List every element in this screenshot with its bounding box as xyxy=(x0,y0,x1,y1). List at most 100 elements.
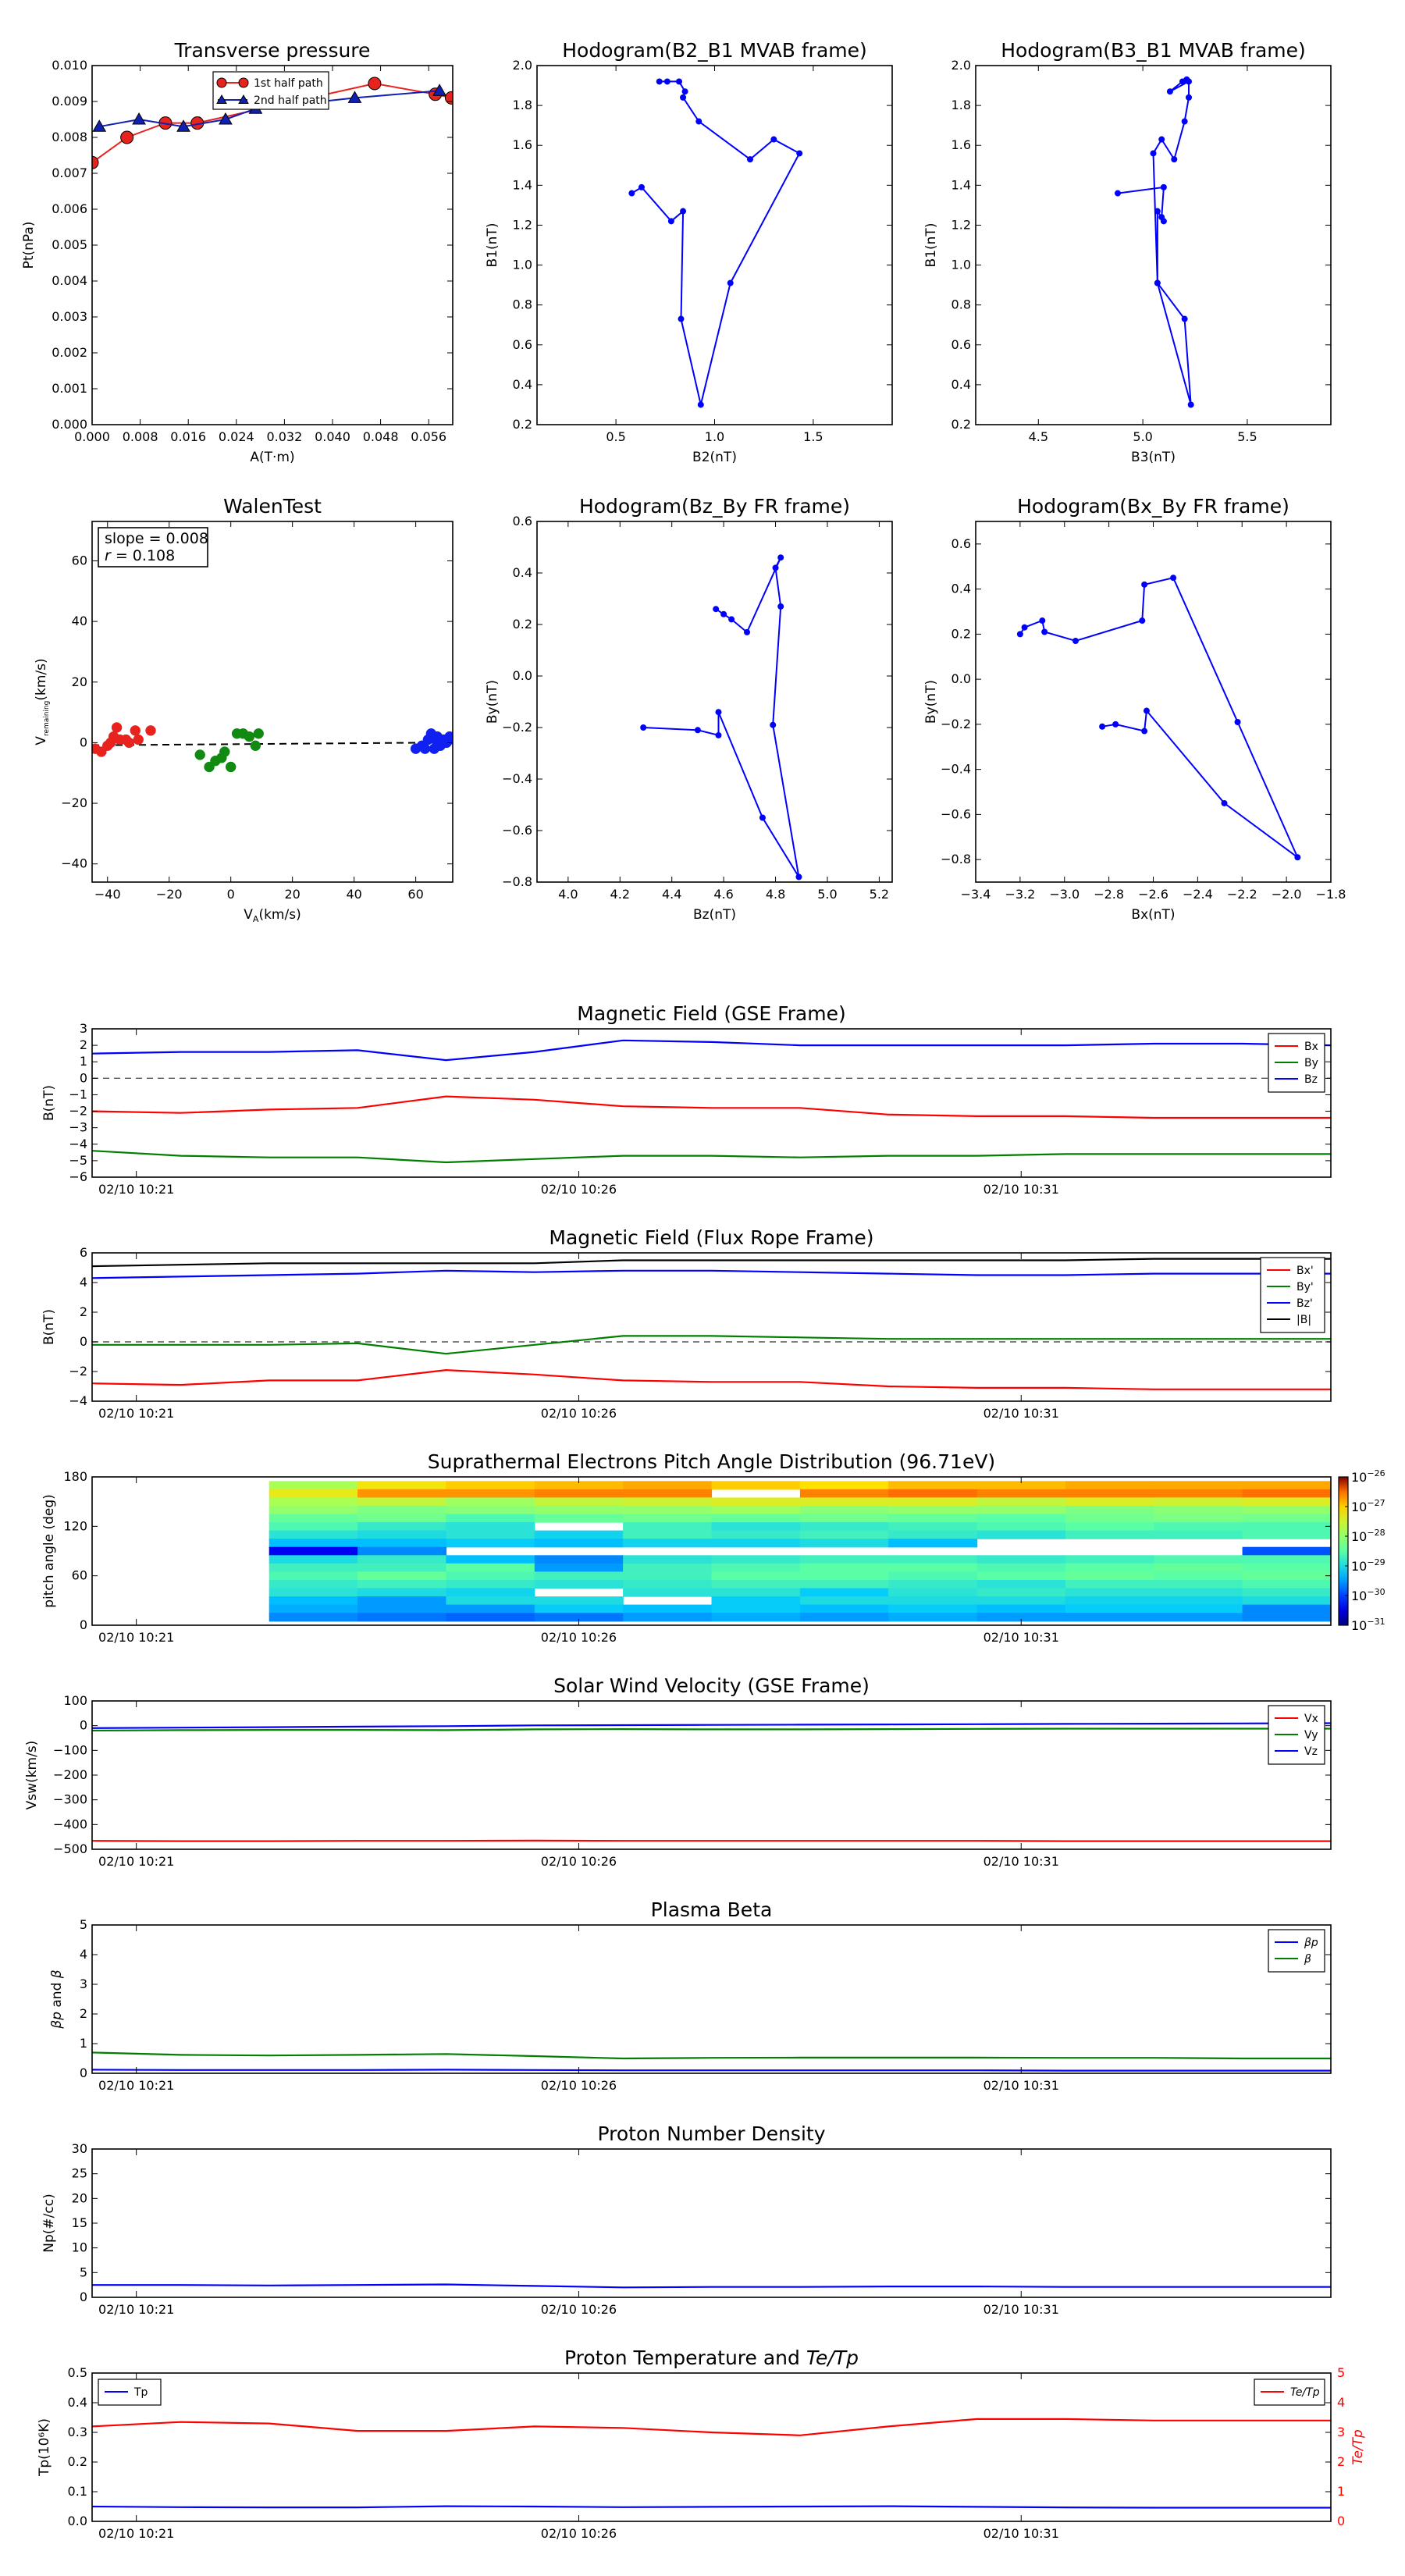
heatmap-cell xyxy=(888,1481,978,1490)
heatmap-cell xyxy=(446,1497,535,1507)
data-point xyxy=(628,190,635,197)
data-point xyxy=(667,218,674,225)
heatmap-cell xyxy=(269,1563,358,1572)
heatmap-cell xyxy=(1065,1588,1154,1597)
x-tick-label: 02/10 10:26 xyxy=(541,1630,617,1645)
y-tick-label: 4 xyxy=(80,1947,87,1962)
x-tick-label: 02/10 10:21 xyxy=(98,2302,174,2317)
series-line xyxy=(631,80,801,405)
chart-title: Transverse pressure xyxy=(174,39,371,62)
y-tick-label: 0.001 xyxy=(52,381,87,396)
legend-label: By xyxy=(1304,1057,1318,1069)
plot-area xyxy=(92,1039,1331,1164)
heatmap-cell xyxy=(1065,1613,1154,1622)
data-point xyxy=(1072,638,1079,645)
r-annotation: r = 0.108 xyxy=(105,547,175,564)
legend-label: Bz' xyxy=(1297,1297,1313,1310)
x-tick-label: −1.8 xyxy=(1316,887,1346,902)
heatmap-cell xyxy=(357,1571,447,1581)
heatmap-cell xyxy=(623,1489,713,1498)
y-tick-label: −0.6 xyxy=(502,823,532,838)
legend-label: Bx xyxy=(1304,1041,1318,1053)
plot-area xyxy=(92,2051,1331,2072)
scatter-point xyxy=(244,731,255,742)
y-tick-label: −3 xyxy=(69,1120,87,1135)
legend-label: βp xyxy=(1304,1937,1318,1949)
heatmap-cell xyxy=(1065,1489,1154,1498)
y-tick-label: 0.8 xyxy=(513,297,532,312)
chart-title-main: Proton Temperature and xyxy=(564,2347,806,2369)
chart-hzy: Hodogram(Bz_By FR frame) 4.0 4.2 4.4 4.6 4.8 5… xyxy=(485,495,893,923)
heatmap-cell xyxy=(269,1505,358,1515)
chart-title: Hodogram(Bx_By FR frame) xyxy=(1017,495,1289,518)
y-tick-label: 2.0 xyxy=(513,58,532,73)
y-tick-label-right: 1 xyxy=(1337,2484,1345,2499)
chart-bfr: Magnetic Field (Flux Rope Frame) 02/10 10… xyxy=(41,1226,1332,1421)
data-point xyxy=(444,91,453,105)
data-point xyxy=(1181,118,1188,125)
x-tick-label: 0.008 xyxy=(123,429,158,444)
data-point xyxy=(1181,315,1188,322)
series-line xyxy=(1019,577,1300,860)
heatmap-cell xyxy=(357,1522,447,1532)
x-tick-label: −2.0 xyxy=(1272,887,1302,902)
data-point xyxy=(695,118,702,125)
x-tick-label: 0.040 xyxy=(315,429,350,444)
data-point xyxy=(770,721,777,728)
heatmap-cell xyxy=(799,1497,889,1507)
heatmap-cell xyxy=(623,1571,713,1581)
y-tick-label: 20 xyxy=(72,2190,87,2205)
y-tick-label: 1.8 xyxy=(951,98,971,112)
series-line xyxy=(92,1722,1331,1729)
x-tick-label: −2.6 xyxy=(1138,887,1168,902)
y-axis-label: pitch angle (deg) xyxy=(41,1494,57,1608)
scatter-point xyxy=(225,761,237,773)
chart-pad: Suprathermal Electrons Pitch Angle Distr… xyxy=(41,1450,1385,1645)
scatter-point xyxy=(419,743,431,754)
data-point xyxy=(1186,94,1192,101)
series-line xyxy=(92,1095,1331,1119)
series-line xyxy=(92,1368,1331,1390)
heatmap-cell xyxy=(1154,1489,1243,1498)
heatmap-cell xyxy=(269,1571,358,1581)
heatmap-cell xyxy=(799,1579,889,1589)
y-tick-label: 1.2 xyxy=(951,217,971,232)
scatter-point xyxy=(219,746,230,757)
heatmap-cell xyxy=(446,1505,535,1515)
series-line xyxy=(92,2505,1331,2509)
y-tick-label: 0 xyxy=(80,735,87,749)
plot-frame xyxy=(91,521,454,883)
data-point xyxy=(432,84,446,96)
x-tick-label: 02/10 10:31 xyxy=(984,1630,1059,1645)
data-point xyxy=(1115,190,1121,197)
data-point xyxy=(656,78,663,85)
chart-title: Magnetic Field (GSE Frame) xyxy=(577,1002,845,1025)
x-tick-label: 02/10 10:31 xyxy=(984,1182,1059,1197)
x-tick-label: 0.5 xyxy=(606,429,625,444)
heatmap-cell xyxy=(1154,1596,1243,1606)
data-point xyxy=(1141,581,1148,588)
chart-title: Magnetic Field (Flux Rope Frame) xyxy=(549,1226,873,1249)
heatmap-cell xyxy=(446,1539,535,1548)
heatmap-cell xyxy=(1242,1497,1331,1507)
y-axis-label: B1(nT) xyxy=(485,223,500,268)
y-tick-label: 15 xyxy=(72,2215,87,2230)
data-point xyxy=(680,208,687,215)
heatmap-cell xyxy=(976,1596,1066,1606)
y-tick-label: 10 xyxy=(72,2240,87,2255)
legend-label: Te/Tp xyxy=(1290,2386,1320,2399)
heatmap-cell xyxy=(1242,1604,1331,1614)
x-tick-label: 5.2 xyxy=(870,887,889,902)
heatmap-cell xyxy=(888,1497,978,1507)
y-tick-label: 0.5 xyxy=(68,2365,87,2380)
y-tick-label: 0.009 xyxy=(52,94,87,109)
heatmap-cell xyxy=(357,1588,447,1597)
heatmap-cell xyxy=(357,1596,447,1606)
x-tick-label: −3.0 xyxy=(1049,887,1080,902)
y-tick-label: 120 xyxy=(63,1518,87,1533)
heatmap-cell xyxy=(269,1530,358,1539)
y-tick-label: 1.0 xyxy=(951,258,971,272)
x-tick-label: 02/10 10:26 xyxy=(541,1406,617,1421)
y-axis-label: Vremaining(km/s) xyxy=(34,658,51,745)
data-point xyxy=(1221,799,1228,806)
